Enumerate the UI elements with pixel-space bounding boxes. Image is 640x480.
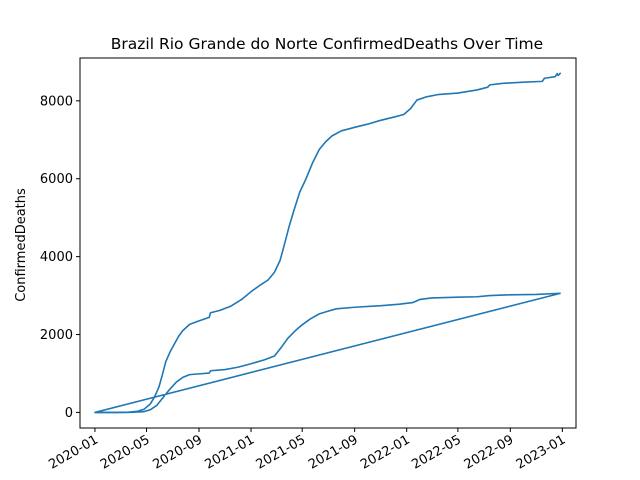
plot-frame xyxy=(79,57,577,429)
y-tick-label: 8000 xyxy=(40,94,73,109)
y-tick-label: 4000 xyxy=(40,250,73,265)
y-axis-label: ConfirmedDeaths xyxy=(14,188,29,302)
y-tick-label: 0 xyxy=(65,406,73,421)
series-line-1 xyxy=(94,72,562,414)
chart-title: Brazil Rio Grande do Norte ConfirmedDeat… xyxy=(111,35,543,53)
y-tick-label: 2000 xyxy=(40,328,73,343)
y-tick-label: 6000 xyxy=(40,172,73,187)
series-layer xyxy=(94,72,562,414)
series-line-2 xyxy=(94,292,561,414)
